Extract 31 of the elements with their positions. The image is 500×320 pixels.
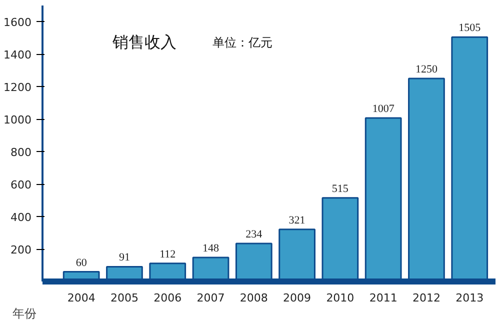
y-tick-label: 1000	[4, 114, 32, 127]
y-tick-label: 200	[10, 244, 32, 257]
data-label: 515	[332, 182, 349, 195]
x-tick-label: 2012	[412, 292, 440, 304]
x-tick-label: 2006	[154, 292, 182, 304]
x-tick-label: 2005	[110, 292, 138, 304]
x-tick-label: 2011	[369, 292, 398, 304]
data-label: 148	[202, 242, 220, 254]
x-axis-title: 年份	[12, 306, 36, 320]
y-tick-label: 1400	[4, 48, 32, 62]
y-tick-label: 1600	[4, 16, 32, 30]
x-tick-label: 2007	[196, 292, 225, 304]
x-tick-label: 2013	[456, 292, 484, 304]
y-tick-label: 400	[10, 211, 32, 224]
text: 销售收入	[112, 32, 176, 52]
data-label: 1007	[372, 103, 395, 116]
data-label: 112	[160, 248, 176, 260]
y-tick-label: 800	[10, 146, 32, 160]
data-label: 1250	[415, 64, 438, 76]
x-tick-label: 2008	[240, 292, 268, 304]
x-tick-label: 2009	[283, 292, 312, 304]
data-label: 91	[118, 252, 130, 264]
data-label: 1505	[458, 22, 482, 34]
x-tick-label: 2010	[326, 292, 354, 304]
x-tick-label: 2004	[67, 292, 96, 304]
y-tick-label: 1200	[4, 81, 32, 94]
data-label: 234	[246, 228, 263, 241]
data-label: 60	[76, 256, 88, 269]
data-label: 321	[288, 214, 306, 226]
y-tick-label: 600	[10, 178, 32, 192]
text: 单位：亿元	[212, 36, 272, 50]
